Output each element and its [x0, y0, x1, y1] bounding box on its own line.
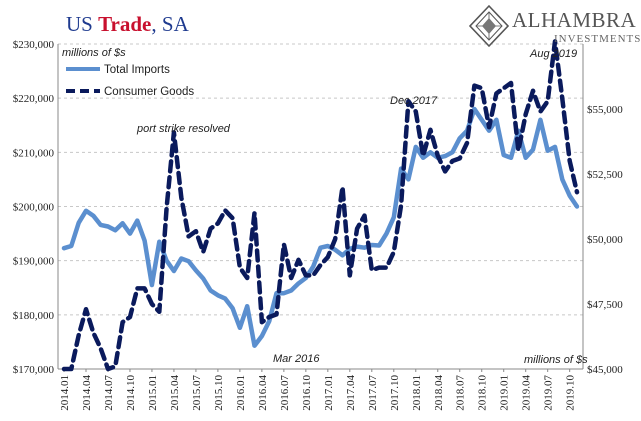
left-axis-ticks: $170,000 $180,000 $190,000 $200,000 $210,000… [13, 39, 55, 376]
legend-label-consumer-goods: Consumer Goods [104, 86, 194, 98]
right-tick-label: $50,000 [587, 234, 623, 246]
left-tick-label: $180,000 [13, 310, 55, 322]
x-tick-label: 2019.10 [565, 375, 577, 411]
annotation-port-strike: port strike resolved [136, 123, 231, 135]
series-line-total-imports [61, 106, 580, 348]
right-tick-label: $45,000 [587, 364, 623, 376]
title-suffix: , SA [151, 12, 189, 36]
left-tick-label: $200,000 [13, 202, 55, 214]
x-tick-label: 2014.07 [103, 375, 115, 411]
left-tick-label: $210,000 [13, 147, 55, 159]
title-prefix: US [66, 12, 99, 36]
x-tick-label: 2014.10 [125, 375, 137, 411]
x-tick-label: 2018.04 [433, 375, 445, 411]
x-tick-label: 2018.07 [455, 375, 467, 411]
x-tick-label: 2019.01 [499, 375, 511, 411]
annotation-dec-2017: Dec 2017 [390, 95, 438, 107]
x-tick-label: 2015.04 [169, 375, 181, 411]
left-tick-label: $230,000 [13, 39, 55, 51]
right-tick-label: $52,500 [587, 169, 623, 181]
alhambra-diamond-logo-icon [468, 4, 510, 48]
left-tick-label: $220,000 [13, 93, 55, 105]
annotation-mar-2016: Mar 2016 [273, 353, 320, 365]
series-lines [61, 39, 580, 372]
alhambra-logo: ALHAMBRA INVESTMENTS [468, 4, 640, 48]
logo-name: ALHAMBRA [512, 8, 637, 32]
series-line-consumer-goods [61, 39, 580, 372]
logo-subtitle: INVESTMENTS [554, 33, 641, 45]
x-tick-label: 2016.10 [301, 375, 313, 411]
x-tick-label: 2018.10 [477, 375, 489, 411]
title-trade: Trade [98, 12, 152, 36]
left-tick-label: $190,000 [13, 256, 55, 268]
x-tick-label: 2014.04 [81, 375, 93, 411]
x-tick-label: 2019.07 [543, 375, 555, 411]
chart-title: US Trade, SA [66, 12, 189, 37]
x-tick-label: 2017.10 [389, 375, 401, 411]
x-tick-label: 2017.01 [323, 375, 335, 411]
right-tick-label: $47,500 [587, 299, 623, 311]
right-axis-unit-label: millions of $s [524, 354, 588, 366]
x-tick-label: 2015.07 [191, 375, 203, 411]
x-tick-label: 2019.04 [521, 375, 533, 411]
grid-lines [57, 43, 584, 370]
left-axis-unit-label: millions of $s [62, 47, 126, 59]
x-tick-label: 2015.01 [147, 375, 159, 411]
x-tick-label: 2018.01 [411, 375, 423, 411]
x-tick-label: 2016.07 [279, 375, 291, 411]
legend: Total Imports Consumer Goods [66, 64, 194, 98]
x-tick-label: 2014.01 [59, 375, 71, 411]
legend-label-total-imports: Total Imports [104, 64, 170, 76]
x-tick-label: 2016.01 [235, 375, 247, 411]
x-tick-label: 2017.04 [345, 375, 357, 411]
right-axis-ticks: $45,000 $47,500 $50,000 $52,500 $55,000 [587, 104, 623, 376]
x-axis-ticks: 2014.01 2014.04 2014.07 2014.10 2015.01 2015.… [59, 369, 577, 411]
x-tick-label: 2016.04 [257, 375, 269, 411]
annotation-aug-2019: Aug 2019 [529, 48, 577, 60]
x-tick-label: 2017.07 [367, 375, 379, 411]
x-tick-label: 2015.10 [213, 375, 225, 411]
left-tick-label: $170,000 [13, 364, 55, 376]
right-tick-label: $55,000 [587, 104, 623, 116]
